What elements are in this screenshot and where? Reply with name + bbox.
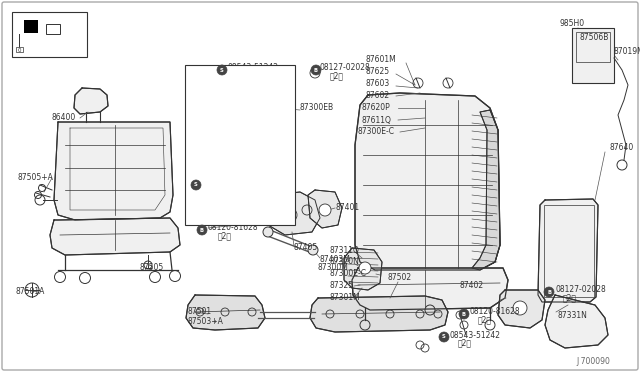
- Text: 87401: 87401: [335, 203, 359, 212]
- Circle shape: [191, 180, 201, 190]
- Text: （3）: （3）: [212, 186, 226, 196]
- Text: （2）: （2）: [478, 315, 492, 324]
- Text: （2）: （2）: [238, 71, 252, 80]
- Text: 87016N: 87016N: [262, 144, 292, 153]
- Polygon shape: [248, 133, 285, 155]
- Text: 87505+A: 87505+A: [18, 173, 54, 183]
- Text: 08543-51242: 08543-51242: [228, 64, 279, 73]
- Text: 87625: 87625: [365, 67, 389, 77]
- Text: 0: 0: [17, 48, 20, 52]
- Text: 08120-81628: 08120-81628: [470, 308, 520, 317]
- Bar: [576, 32, 610, 62]
- Text: 87320N: 87320N: [330, 257, 360, 266]
- Text: 87300E-C: 87300E-C: [358, 128, 395, 137]
- Polygon shape: [355, 93, 500, 270]
- Polygon shape: [538, 199, 598, 302]
- Text: （2）: （2）: [563, 294, 577, 302]
- Circle shape: [459, 309, 469, 319]
- Text: 87503+A: 87503+A: [188, 317, 224, 327]
- Text: 87325: 87325: [330, 282, 354, 291]
- Text: 87506B: 87506B: [580, 33, 609, 42]
- Text: 87300E-C: 87300E-C: [330, 269, 367, 279]
- Text: 87603: 87603: [365, 80, 389, 89]
- Polygon shape: [545, 295, 608, 348]
- Text: 87403M: 87403M: [320, 256, 351, 264]
- Circle shape: [319, 204, 331, 216]
- Text: 87502: 87502: [388, 273, 412, 282]
- Bar: [185, 65, 295, 225]
- Circle shape: [236, 118, 260, 142]
- Circle shape: [263, 227, 273, 237]
- Text: J 700090: J 700090: [576, 357, 610, 366]
- Text: 86400: 86400: [52, 113, 76, 122]
- Text: 87301M: 87301M: [330, 294, 361, 302]
- Text: 08127-02028: 08127-02028: [320, 64, 371, 73]
- Bar: [544, 205, 594, 297]
- Text: 87331N: 87331N: [558, 311, 588, 320]
- Polygon shape: [50, 218, 180, 255]
- Text: 985H0: 985H0: [560, 19, 585, 28]
- Circle shape: [359, 262, 371, 274]
- Polygon shape: [352, 268, 508, 310]
- Circle shape: [197, 225, 207, 235]
- Polygon shape: [54, 122, 173, 220]
- Text: 87300M: 87300M: [318, 263, 349, 273]
- Text: 87311Q: 87311Q: [330, 246, 360, 254]
- Text: S: S: [442, 334, 446, 340]
- Text: 08543-51242: 08543-51242: [202, 179, 253, 187]
- Text: 08120-81628: 08120-81628: [208, 224, 259, 232]
- Text: S: S: [194, 183, 198, 187]
- Polygon shape: [472, 110, 500, 270]
- Bar: [572, 28, 614, 83]
- Polygon shape: [310, 296, 448, 332]
- Circle shape: [224, 164, 240, 180]
- Circle shape: [544, 287, 554, 297]
- Text: 87501A: 87501A: [16, 288, 45, 296]
- Bar: [16, 47, 23, 52]
- Circle shape: [311, 65, 321, 75]
- Circle shape: [308, 245, 318, 255]
- Text: 87640: 87640: [610, 144, 634, 153]
- Text: 87405: 87405: [294, 244, 318, 253]
- Circle shape: [283, 208, 297, 222]
- Text: S: S: [220, 67, 224, 73]
- Text: 08127-02028: 08127-02028: [555, 285, 605, 295]
- Bar: [46, 24, 60, 34]
- Text: B: B: [200, 228, 204, 232]
- Text: B: B: [547, 289, 551, 295]
- Polygon shape: [205, 152, 265, 192]
- Text: 87019M: 87019M: [614, 48, 640, 57]
- Circle shape: [439, 332, 449, 342]
- Polygon shape: [265, 192, 320, 235]
- Text: 87611Q: 87611Q: [362, 115, 392, 125]
- Text: 87501: 87501: [188, 308, 212, 317]
- Polygon shape: [186, 295, 265, 330]
- Text: 87602: 87602: [365, 92, 389, 100]
- Text: 87601M: 87601M: [365, 55, 396, 64]
- Polygon shape: [344, 248, 382, 290]
- Text: 87300EB: 87300EB: [300, 103, 334, 112]
- Polygon shape: [308, 190, 342, 228]
- Text: （2）: （2）: [458, 339, 472, 347]
- Circle shape: [217, 65, 227, 75]
- Circle shape: [513, 301, 527, 315]
- Text: 87330: 87330: [200, 208, 224, 217]
- Bar: [12, 12, 87, 57]
- Text: 08543-51242: 08543-51242: [450, 330, 501, 340]
- Text: B: B: [314, 67, 318, 73]
- Polygon shape: [193, 80, 260, 115]
- Text: 87402: 87402: [460, 280, 484, 289]
- Text: （2）: （2）: [218, 231, 232, 241]
- Polygon shape: [498, 290, 545, 328]
- Bar: [24, 20, 38, 33]
- Text: （2）: （2）: [330, 71, 344, 80]
- Polygon shape: [74, 88, 108, 114]
- Text: 87505: 87505: [140, 263, 164, 273]
- Text: B: B: [462, 311, 466, 317]
- Text: 87620P: 87620P: [362, 103, 391, 112]
